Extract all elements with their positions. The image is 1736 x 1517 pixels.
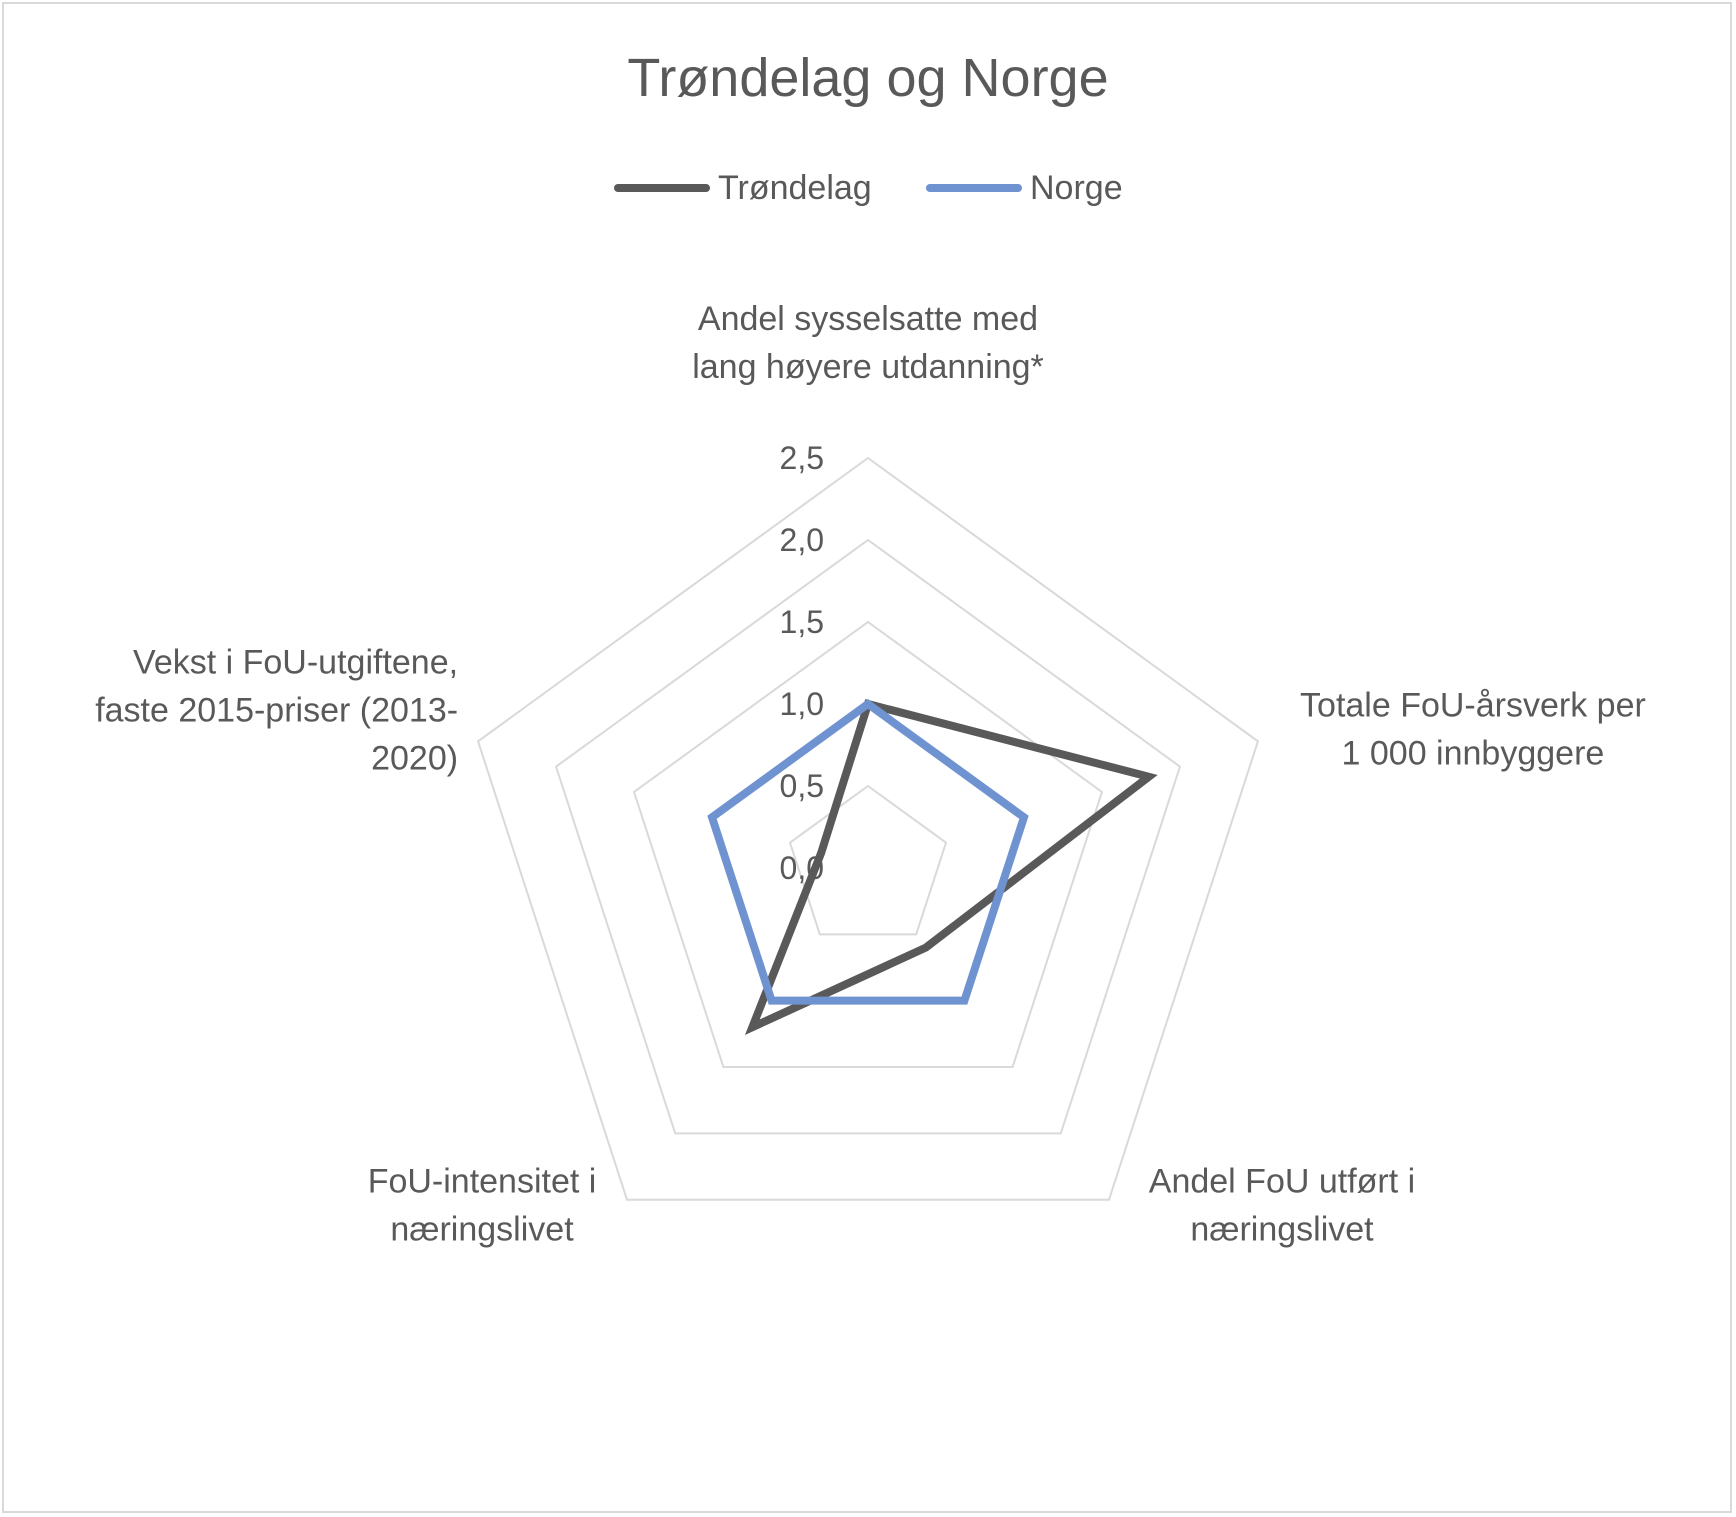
series-layer	[707, 699, 1158, 1035]
tick-label: 1,0	[780, 686, 824, 722]
category-labels: Andel sysselsatte med lang høyere utdanni…	[95, 300, 1646, 1249]
category-label-4: FoU-intensitet i næringslivet	[368, 1163, 597, 1249]
grid-ring-5	[476, 456, 1260, 1201]
radial-axis-ticks: 0,00,51,01,52,02,5	[780, 440, 824, 886]
grid-ring-1	[788, 784, 948, 936]
tick-label: 2,0	[780, 522, 824, 558]
legend-label-trondelag: Trøndelag	[718, 169, 872, 207]
category-label-5: Vekst i FoU-utgiftene, faste 2015-priser …	[95, 643, 458, 777]
legend: Trøndelag Norge	[614, 169, 1123, 207]
tick-label: 2,5	[780, 440, 824, 476]
radar-grid	[476, 456, 1260, 1201]
series-line-trondelag	[744, 699, 1158, 1035]
legend-label-norge: Norge	[1030, 169, 1123, 207]
tick-label: 1,5	[780, 604, 824, 640]
category-label-3: Andel FoU utført i næringslivet	[1149, 1163, 1415, 1249]
series-line-norge	[707, 699, 1029, 1005]
tick-label: 0,5	[780, 768, 824, 804]
grid-ring-3	[632, 620, 1104, 1069]
grid-ring-4	[554, 538, 1182, 1135]
category-label-2: Totale FoU-årsverk per 1 000 innbyggere	[1300, 686, 1646, 772]
category-label-1: Andel sysselsatte med lang høyere utdanni…	[692, 300, 1044, 386]
chart-title: Trøndelag og Norge	[627, 48, 1108, 108]
